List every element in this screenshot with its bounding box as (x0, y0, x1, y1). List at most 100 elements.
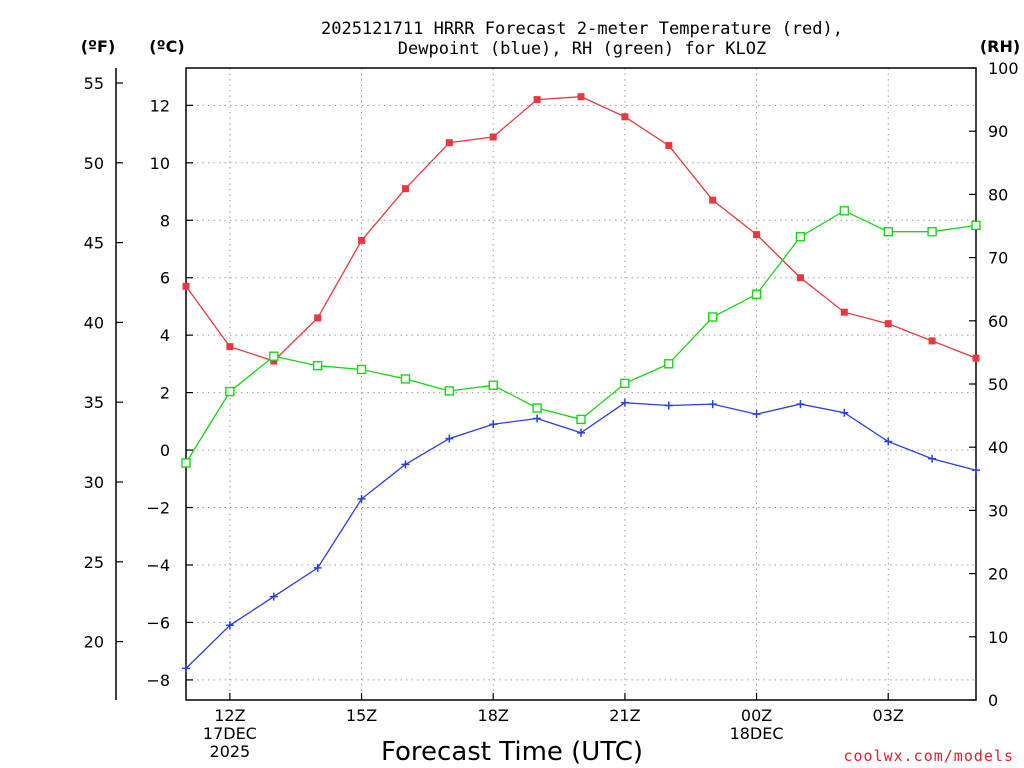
2-meter-temperature-point (796, 274, 804, 282)
rh-point (312, 360, 323, 371)
celsius-tick-label: 6 (160, 269, 170, 288)
x-tick-label: 17DEC (203, 724, 257, 743)
dewpoint-point (489, 420, 498, 429)
x-tick-label: 15Z (346, 706, 377, 725)
2-meter-temperature-point (577, 93, 585, 101)
rh-point (971, 220, 981, 231)
dewpoint-point (225, 621, 234, 630)
dewpoint-point (664, 401, 673, 410)
dewpoint-point (269, 592, 278, 601)
x-tick-label: 03Z (873, 706, 904, 725)
celsius-tick-label: 8 (160, 211, 170, 230)
dewpoint-point (620, 398, 629, 407)
rh-tick-label: 70 (988, 249, 1008, 268)
x-tick-label: 00Z (741, 706, 772, 725)
2-meter-temperature-point (665, 142, 673, 150)
dewpoint-point (928, 454, 937, 463)
rh-point (576, 414, 586, 425)
rh-point (356, 364, 367, 375)
fahrenheit-tick-label: 35 (84, 393, 104, 412)
fahrenheit-tick-label: 30 (84, 473, 104, 492)
celsius-tick-label: 0 (160, 441, 170, 460)
celsius-tick-label: −6 (146, 613, 170, 632)
rh-point (444, 386, 455, 396)
dewpoint-point (401, 460, 410, 469)
fahrenheit-tick-label: 50 (84, 154, 104, 173)
rh-point (620, 378, 630, 389)
2-meter-temperature-point (270, 357, 278, 365)
x-axis-title: Forecast Time (UTC) (381, 737, 643, 767)
fahrenheit-tick-label: 55 (84, 74, 104, 93)
dewpoint-point (313, 563, 322, 572)
2-meter-temperature-point (489, 133, 497, 141)
x-tick-label: 12Z (214, 706, 245, 725)
fahrenheit-tick-label: 20 (84, 633, 104, 652)
fahrenheit-unit-label: (ºF) (81, 37, 116, 56)
rh-point (400, 374, 411, 384)
rh-tick-label: 50 (988, 375, 1008, 394)
2-meter-temperature-point (401, 185, 409, 193)
rh-tick-label: 30 (988, 501, 1008, 520)
2-meter-temperature-point (928, 337, 936, 345)
dewpoint-point (182, 664, 190, 673)
2-meter-temperature-point (445, 139, 453, 147)
celsius-tick-label: −2 (146, 499, 170, 518)
x-tick-label: 21Z (609, 706, 640, 725)
chart-title-line-2: Dewpoint (blue), RH (green) for KLOZ (398, 39, 766, 59)
celsius-tick-label: 2 (160, 384, 170, 403)
rh-tick-label: 60 (988, 312, 1008, 331)
rh-tick-label: 100 (988, 59, 1019, 78)
celsius-tick-label: 12 (150, 96, 170, 115)
x-tick-label: 2025 (210, 742, 251, 761)
rh-unit-label: (RH) (980, 37, 1020, 56)
series-layer (181, 93, 981, 673)
rh-point (269, 351, 279, 361)
celsius-tick-label: 10 (150, 154, 170, 173)
x-tick-label: 18DEC (730, 724, 784, 743)
celsius-tick-label: −8 (146, 671, 170, 690)
dewpoint-point (445, 434, 454, 443)
dewpoint-point (884, 437, 893, 446)
rh-point (225, 386, 235, 397)
rh-tick-label: 20 (988, 565, 1008, 584)
2-meter-temperature-point (226, 343, 234, 351)
2-meter-temperature-point (621, 113, 629, 121)
rh-point (883, 226, 893, 237)
dewpoint-series-line (185, 402, 977, 669)
rh-tick-label: 0 (988, 691, 998, 710)
fahrenheit-tick-label: 45 (84, 234, 104, 253)
dewpoint-point (796, 400, 805, 409)
fahrenheit-tick-label: 40 (84, 313, 104, 332)
rh-point (927, 226, 937, 237)
dewpoint-point (357, 494, 366, 503)
rh-series-line (185, 210, 977, 464)
dewpoint-point (840, 408, 849, 417)
rh-tick-label: 80 (988, 185, 1008, 204)
rh-tick-label: 90 (988, 122, 1008, 141)
fahrenheit-tick-label: 25 (84, 553, 104, 572)
rh-tick-label: 40 (988, 438, 1008, 457)
chart-title-line-1: 2025121711 HRRR Forecast 2-meter Tempera… (321, 19, 843, 39)
2-meter-temperature-point (533, 96, 541, 104)
dewpoint-point (708, 400, 717, 409)
2-meter-temperature-series-line (185, 96, 977, 362)
celsius-tick-label: 4 (160, 326, 170, 345)
x-tick-label: 18Z (478, 706, 509, 725)
dewpoint-point (752, 410, 761, 419)
rh-point (707, 312, 718, 322)
dewpoint-point (577, 428, 585, 437)
2-meter-temperature-point (314, 314, 322, 322)
dewpoint-point (533, 414, 542, 423)
rh-point (181, 458, 191, 468)
rh-point (795, 232, 806, 242)
2-meter-temperature-point (753, 231, 761, 239)
celsius-tick-label: −4 (146, 556, 170, 575)
2-meter-temperature-point (972, 354, 980, 362)
rh-point (839, 206, 850, 216)
2-meter-temperature-point (358, 236, 366, 244)
rh-tick-label: 10 (988, 628, 1008, 647)
rh-point (488, 380, 498, 390)
2-meter-temperature-point (182, 282, 190, 290)
2-meter-temperature-point (709, 196, 717, 204)
2-meter-temperature-point (884, 320, 892, 328)
